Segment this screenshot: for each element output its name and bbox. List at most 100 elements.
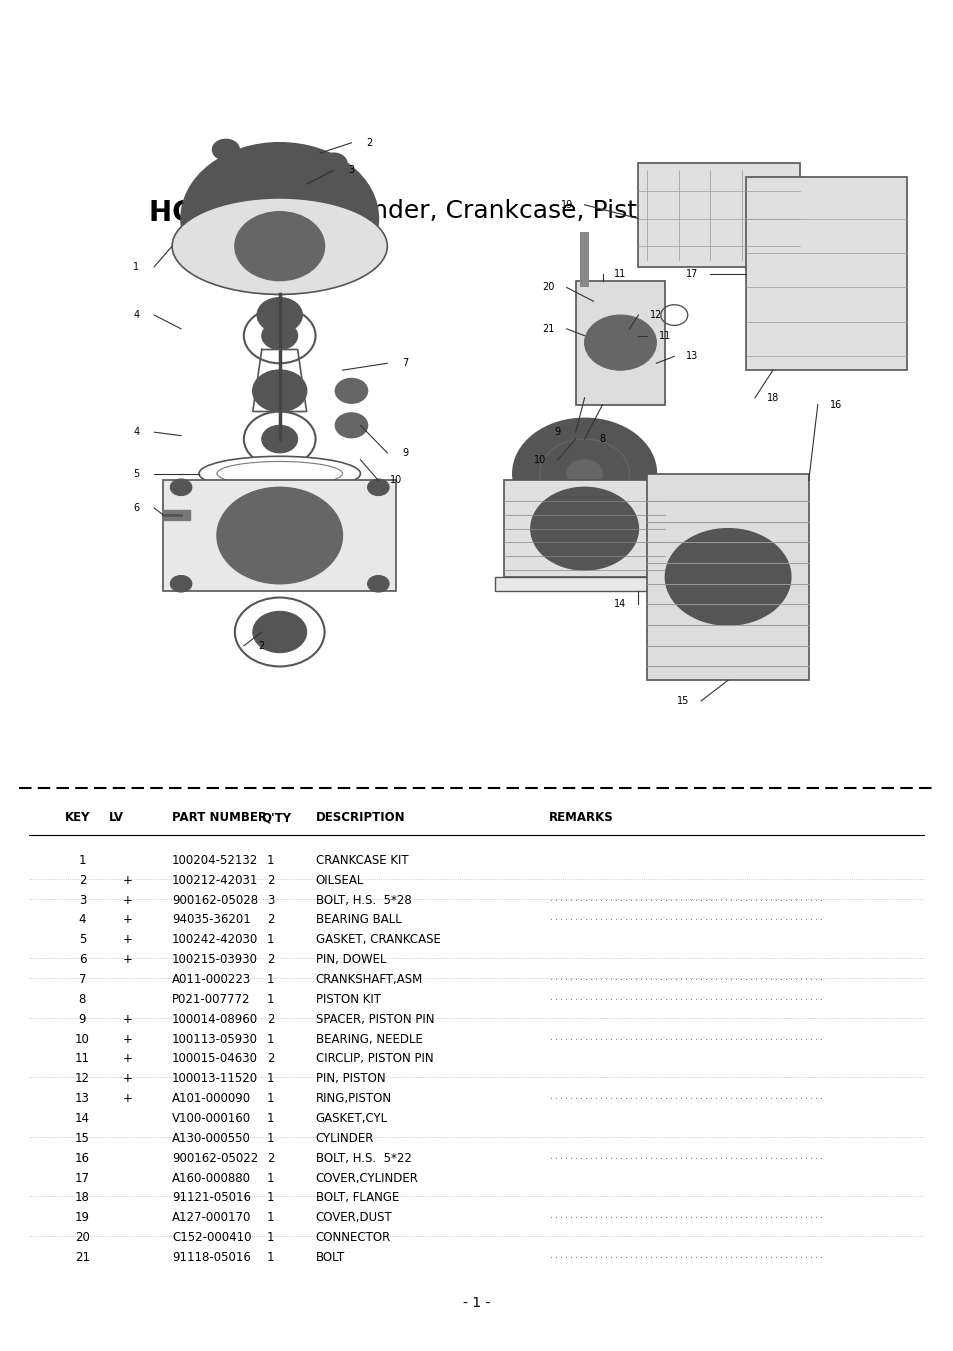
Text: 11: 11 <box>75 1052 90 1066</box>
Text: 12: 12 <box>75 1073 90 1085</box>
Circle shape <box>171 480 192 496</box>
Text: BEARING, NEEDLE: BEARING, NEEDLE <box>315 1032 422 1046</box>
Text: +: + <box>122 913 132 927</box>
Text: 2: 2 <box>267 874 274 886</box>
Text: +: + <box>122 1092 132 1105</box>
Bar <box>575 281 664 405</box>
Text: - 1 -: - 1 - <box>463 1297 490 1310</box>
Circle shape <box>213 139 239 159</box>
Text: .......................................................: ........................................… <box>548 1151 822 1161</box>
Text: 10: 10 <box>533 455 545 465</box>
Circle shape <box>367 480 389 496</box>
Text: 11: 11 <box>659 331 671 340</box>
Text: 18: 18 <box>75 1192 90 1205</box>
Text: 94035-36201: 94035-36201 <box>172 913 251 927</box>
Text: 5: 5 <box>79 934 86 946</box>
Text: DESCRIPTION: DESCRIPTION <box>315 811 405 824</box>
Text: PIN, DOWEL: PIN, DOWEL <box>315 954 386 966</box>
Text: +: + <box>122 1073 132 1085</box>
Circle shape <box>253 370 306 412</box>
Text: +: + <box>122 1013 132 1025</box>
Ellipse shape <box>199 457 360 490</box>
Text: BOLT, H.S.  5*22: BOLT, H.S. 5*22 <box>315 1151 411 1165</box>
Text: 3: 3 <box>348 165 355 176</box>
Text: Cylinder, Crankcase, Piston: Cylinder, Crankcase, Piston <box>326 199 668 223</box>
Text: 1: 1 <box>267 854 274 867</box>
Text: BEARING BALL: BEARING BALL <box>315 913 401 927</box>
Circle shape <box>171 576 192 592</box>
Text: .......................................................: ........................................… <box>548 993 822 1002</box>
Text: 6: 6 <box>133 503 139 513</box>
Text: +: + <box>122 1052 132 1066</box>
Text: 1: 1 <box>267 934 274 946</box>
Text: 2: 2 <box>366 138 372 147</box>
Bar <box>647 474 808 681</box>
Text: CYLINDER: CYLINDER <box>315 1132 374 1144</box>
Text: 100113-05930: 100113-05930 <box>172 1032 258 1046</box>
Text: CRANKCASE KIT: CRANKCASE KIT <box>315 854 408 867</box>
Text: 15: 15 <box>677 696 689 707</box>
Text: 8: 8 <box>79 993 86 1006</box>
Text: 21: 21 <box>75 1251 90 1265</box>
Text: 2: 2 <box>267 1151 274 1165</box>
Text: 1: 1 <box>267 1092 274 1105</box>
Text: KEY: KEY <box>65 811 90 824</box>
Bar <box>579 232 588 288</box>
Text: CIRCLIP, PISTON PIN: CIRCLIP, PISTON PIN <box>315 1052 433 1066</box>
Circle shape <box>216 488 342 584</box>
Text: 1: 1 <box>267 1212 274 1224</box>
Text: 1: 1 <box>78 854 86 867</box>
Text: 7: 7 <box>402 358 408 369</box>
Text: 21: 21 <box>542 324 555 334</box>
Circle shape <box>367 576 389 592</box>
Text: 10: 10 <box>75 1032 90 1046</box>
Text: 13: 13 <box>685 351 698 362</box>
Text: 4: 4 <box>78 913 86 927</box>
Text: 2: 2 <box>267 1052 274 1066</box>
Text: A130-000550: A130-000550 <box>172 1132 251 1144</box>
Text: A101-000090: A101-000090 <box>172 1092 251 1105</box>
Text: 18: 18 <box>766 393 779 403</box>
Text: P021-007772: P021-007772 <box>172 993 251 1006</box>
Circle shape <box>584 315 656 370</box>
Text: 1: 1 <box>267 1112 274 1125</box>
Text: 5: 5 <box>133 469 139 478</box>
Bar <box>638 163 799 267</box>
Text: 16: 16 <box>829 400 841 409</box>
Bar <box>503 481 664 577</box>
Circle shape <box>335 378 367 403</box>
Circle shape <box>513 419 656 528</box>
Text: A011-000223: A011-000223 <box>172 973 251 986</box>
Ellipse shape <box>172 197 387 295</box>
Text: COVER,DUST: COVER,DUST <box>315 1212 392 1224</box>
Text: 100212-42031: 100212-42031 <box>172 874 258 886</box>
Text: 19: 19 <box>560 200 572 209</box>
Text: C152-000410: C152-000410 <box>172 1231 252 1244</box>
Text: .......................................................: ........................................… <box>548 973 822 982</box>
Text: 100242-42030: 100242-42030 <box>172 934 258 946</box>
Circle shape <box>261 322 297 350</box>
Circle shape <box>234 212 324 281</box>
Circle shape <box>566 459 602 488</box>
Text: 6: 6 <box>78 954 86 966</box>
Text: LV: LV <box>110 811 124 824</box>
Text: A127-000170: A127-000170 <box>172 1212 252 1224</box>
Circle shape <box>261 426 297 453</box>
Text: 900162-05022: 900162-05022 <box>172 1151 258 1165</box>
Circle shape <box>664 528 790 626</box>
Text: GASKET,CYL: GASKET,CYL <box>315 1112 387 1125</box>
Text: 19: 19 <box>75 1212 90 1224</box>
Text: .......................................................: ........................................… <box>548 1092 822 1101</box>
Text: 13: 13 <box>75 1092 90 1105</box>
Text: 2: 2 <box>78 874 86 886</box>
Text: 12: 12 <box>650 309 661 320</box>
Bar <box>745 177 906 370</box>
Text: CRANKSHAFT,ASM: CRANKSHAFT,ASM <box>315 973 422 986</box>
Text: 2: 2 <box>258 640 265 651</box>
Text: 100013-11520: 100013-11520 <box>172 1073 258 1085</box>
Text: BOLT, FLANGE: BOLT, FLANGE <box>315 1192 398 1205</box>
Text: .......................................................: ........................................… <box>548 913 822 923</box>
Text: .......................................................: ........................................… <box>548 1212 822 1220</box>
Text: +: + <box>122 893 132 907</box>
Circle shape <box>253 612 306 653</box>
